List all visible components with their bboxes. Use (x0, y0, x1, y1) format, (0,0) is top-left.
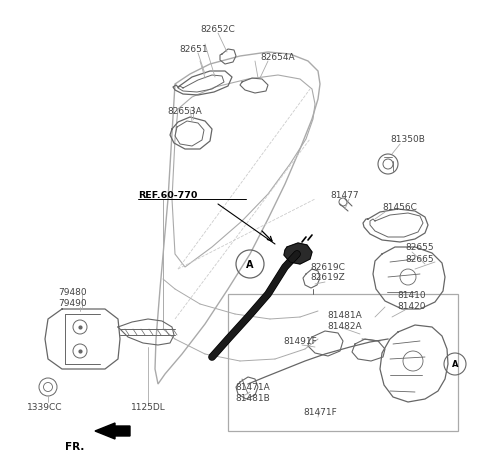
Text: 82651: 82651 (180, 45, 208, 54)
Text: FR.: FR. (65, 441, 84, 451)
Text: 81420: 81420 (398, 302, 426, 311)
Text: 81471F: 81471F (303, 407, 337, 417)
Text: 82655: 82655 (406, 243, 434, 252)
Text: 81410: 81410 (398, 291, 426, 300)
Text: 82619C: 82619C (311, 263, 346, 272)
Text: A: A (452, 360, 458, 369)
Text: 82665: 82665 (406, 255, 434, 264)
Text: 81482A: 81482A (328, 322, 362, 331)
Text: 1339CC: 1339CC (27, 403, 63, 412)
Text: REF.60-770: REF.60-770 (138, 191, 197, 200)
Text: 81471A: 81471A (236, 383, 270, 392)
Text: 82654A: 82654A (261, 52, 295, 62)
Text: 82652C: 82652C (201, 25, 235, 34)
Text: 79490: 79490 (59, 299, 87, 308)
Polygon shape (284, 244, 312, 264)
Text: 82653A: 82653A (168, 107, 203, 116)
Text: 81350B: 81350B (391, 135, 425, 144)
Text: 81456C: 81456C (383, 203, 418, 212)
Text: A: A (246, 259, 254, 269)
Text: 81481A: 81481A (328, 311, 362, 320)
Text: 82619Z: 82619Z (311, 273, 346, 282)
Polygon shape (95, 423, 130, 439)
Text: 81481B: 81481B (236, 394, 270, 403)
Text: 81477: 81477 (331, 191, 360, 200)
Text: 79480: 79480 (59, 288, 87, 297)
Bar (228, 294, 458, 431)
Text: 1125DL: 1125DL (131, 403, 166, 412)
Text: 81491F: 81491F (283, 337, 317, 346)
